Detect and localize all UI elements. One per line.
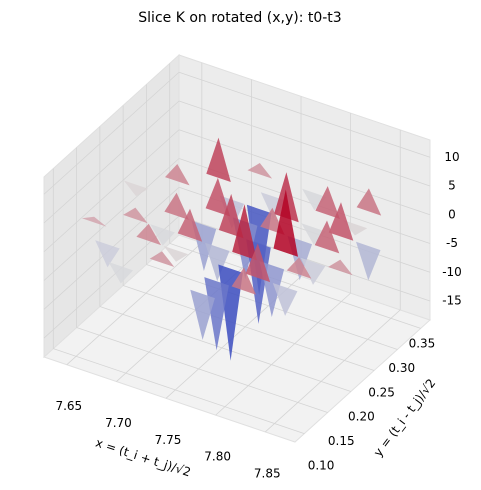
- x-tick-label: 7.85: [254, 466, 281, 480]
- surface-patch: [206, 137, 231, 182]
- surface-patch: [218, 193, 244, 239]
- grid-line: [178, 129, 431, 216]
- grid-line: [66, 242, 203, 366]
- surface-patch: [136, 223, 161, 246]
- surface-patch: [301, 223, 326, 245]
- x-tick-label: 7.80: [204, 450, 231, 464]
- y-tick-label: 0.30: [388, 361, 415, 375]
- grid-line: [178, 100, 431, 187]
- surface-patch: [342, 219, 368, 236]
- grid-line: [53, 348, 305, 434]
- grid-line: [43, 215, 180, 339]
- surface-patch: [314, 220, 340, 254]
- z-tick-label: -5: [446, 236, 458, 250]
- grid-line: [123, 285, 375, 371]
- surface-patch: [356, 241, 381, 281]
- z-tick-label: -10: [442, 265, 462, 279]
- z-tick-label: 5: [448, 179, 456, 193]
- surface-patch: [190, 289, 215, 340]
- surface-patch: [300, 257, 326, 285]
- surface-patch: [149, 251, 175, 267]
- surface-patch: [81, 216, 107, 227]
- grid-line: [178, 71, 431, 158]
- chart-title: Slice K on rotated (x,y): t0-t3: [138, 10, 341, 26]
- grid-line: [99, 306, 351, 392]
- y-tick-label: 0.20: [348, 410, 375, 424]
- surface-patch: [272, 283, 298, 316]
- grid-line: [43, 100, 180, 224]
- x-tick-label: 7.70: [105, 416, 132, 430]
- surface-patch: [328, 259, 353, 276]
- surface-patch: [247, 163, 273, 179]
- surface-patch: [163, 246, 189, 262]
- surface-patch: [245, 243, 271, 283]
- z-tick-label: -15: [442, 294, 462, 308]
- surface-patch: [315, 186, 340, 219]
- y-tick-label: 0.10: [308, 459, 335, 473]
- x-tick-label: 7.75: [155, 433, 182, 447]
- grid-line: [215, 292, 351, 416]
- surface-patch: [205, 177, 231, 217]
- surface-patch: [286, 257, 312, 279]
- surface-patch: [328, 202, 354, 241]
- surface-patch: [204, 277, 229, 351]
- grid-line: [43, 158, 180, 281]
- grid-line: [264, 309, 401, 433]
- z-tick-label: 10: [444, 150, 459, 164]
- surface-patch: [164, 192, 189, 220]
- surface-patch: [177, 208, 203, 242]
- surface-patch: [165, 164, 190, 186]
- surface-patch: [123, 180, 149, 197]
- grid-line: [43, 71, 180, 195]
- z-tick-label: 0: [448, 207, 456, 221]
- surface-patch: [108, 262, 133, 284]
- surface-patch: [273, 189, 298, 257]
- surface-patch: [123, 207, 148, 224]
- surface-patch: [356, 188, 382, 216]
- y-tick-label: 0.35: [409, 336, 436, 350]
- pane-left: [43, 53, 180, 359]
- y-tick-label: 0.25: [368, 385, 395, 399]
- grid-line: [76, 327, 328, 413]
- y-tick-label: 0.15: [328, 434, 355, 448]
- surface-patch: [95, 240, 120, 268]
- surface-patch: [302, 188, 327, 211]
- surface-patch: [231, 267, 257, 295]
- surface-patch: [232, 204, 257, 261]
- grid-line: [43, 129, 180, 253]
- surface-patch: [150, 224, 175, 246]
- surface-patch: [205, 242, 230, 282]
- x-tick-label: 7.65: [55, 399, 82, 413]
